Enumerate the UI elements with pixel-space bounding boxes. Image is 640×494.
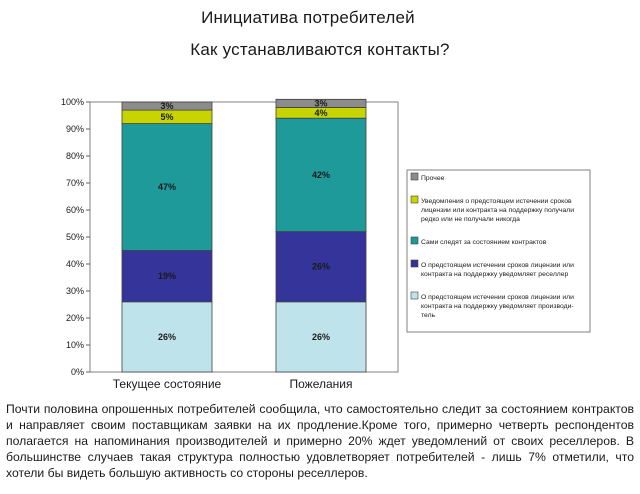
bar-segment-label: 26% [312,262,330,272]
legend-swatch [410,291,419,300]
bar-segment-label: 3% [160,101,173,111]
bar-segment [121,250,213,303]
bar-segment [121,123,213,251]
bar-segment-label: 26% [158,332,176,342]
legend-label: Уведомления о предстоящем истечении срок… [421,198,572,205]
legend-label: Сами следят за состоянием контрактов [421,239,547,246]
legend-label: редко или не получали никогда [421,216,520,223]
bar-segment-label: 19% [158,271,176,281]
x-category-label: Текущее состояние [113,377,222,391]
legend-label: О предстоящем истечении сроков лицензии … [421,294,574,301]
chart-title: Инициатива потребителей [201,8,415,27]
bar-segment-label: 26% [312,332,330,342]
legend-label: контракта на поддержку уведомляет произв… [421,303,574,310]
legend-label: тель [421,312,436,319]
legend-swatch [410,236,419,245]
y-tick-label: 80% [66,151,84,161]
legend-box [406,169,591,333]
caption-text: Почти половина опрошенных потребителей с… [6,402,634,480]
legend-label: контракта на поддержку уведомляет реселл… [421,271,569,278]
y-tick-label: 0% [71,367,84,377]
y-tick-label: 50% [66,232,84,242]
y-tick-label: 40% [66,259,84,269]
y-tick-label: 20% [66,313,84,323]
chart-subtitle: Как устанавливаются контакты? [190,40,450,59]
legend-label: лицензии или контракта на поддержку полу… [421,207,574,214]
bar-segment-label: 47% [158,182,176,192]
bar-segment [275,98,367,108]
y-tick-label: 100% [61,97,84,107]
y-tick-label: 70% [66,178,84,188]
bar-segment-label: 5% [160,112,173,122]
legend-swatch [410,172,419,181]
bar-segment [121,301,213,373]
bar-segment [275,301,367,373]
y-tick-label: 90% [66,124,84,134]
bar-segment [275,231,367,303]
bar-segment-label: 42% [312,170,330,180]
bar-segment-label: 4% [314,108,327,118]
bar-segment [275,117,367,232]
legend-label: О предстоящем истечении сроков лицензии … [421,262,574,269]
y-tick-label: 30% [66,286,84,296]
y-tick-label: 10% [66,340,84,350]
legend-swatch [410,195,419,204]
y-tick-label: 60% [66,205,84,215]
bar-segment-label: 3% [314,98,327,108]
x-category-label: Пожелания [290,377,353,391]
legend-swatch [410,259,419,268]
legend-label: Прочее [421,175,445,182]
bar-segment [121,101,213,111]
stacked-bar-chart: 0% 10% 20% 30% 40% 50% 60% 70% 80% 90% 100% 26% 19% 4… [61,97,591,391]
